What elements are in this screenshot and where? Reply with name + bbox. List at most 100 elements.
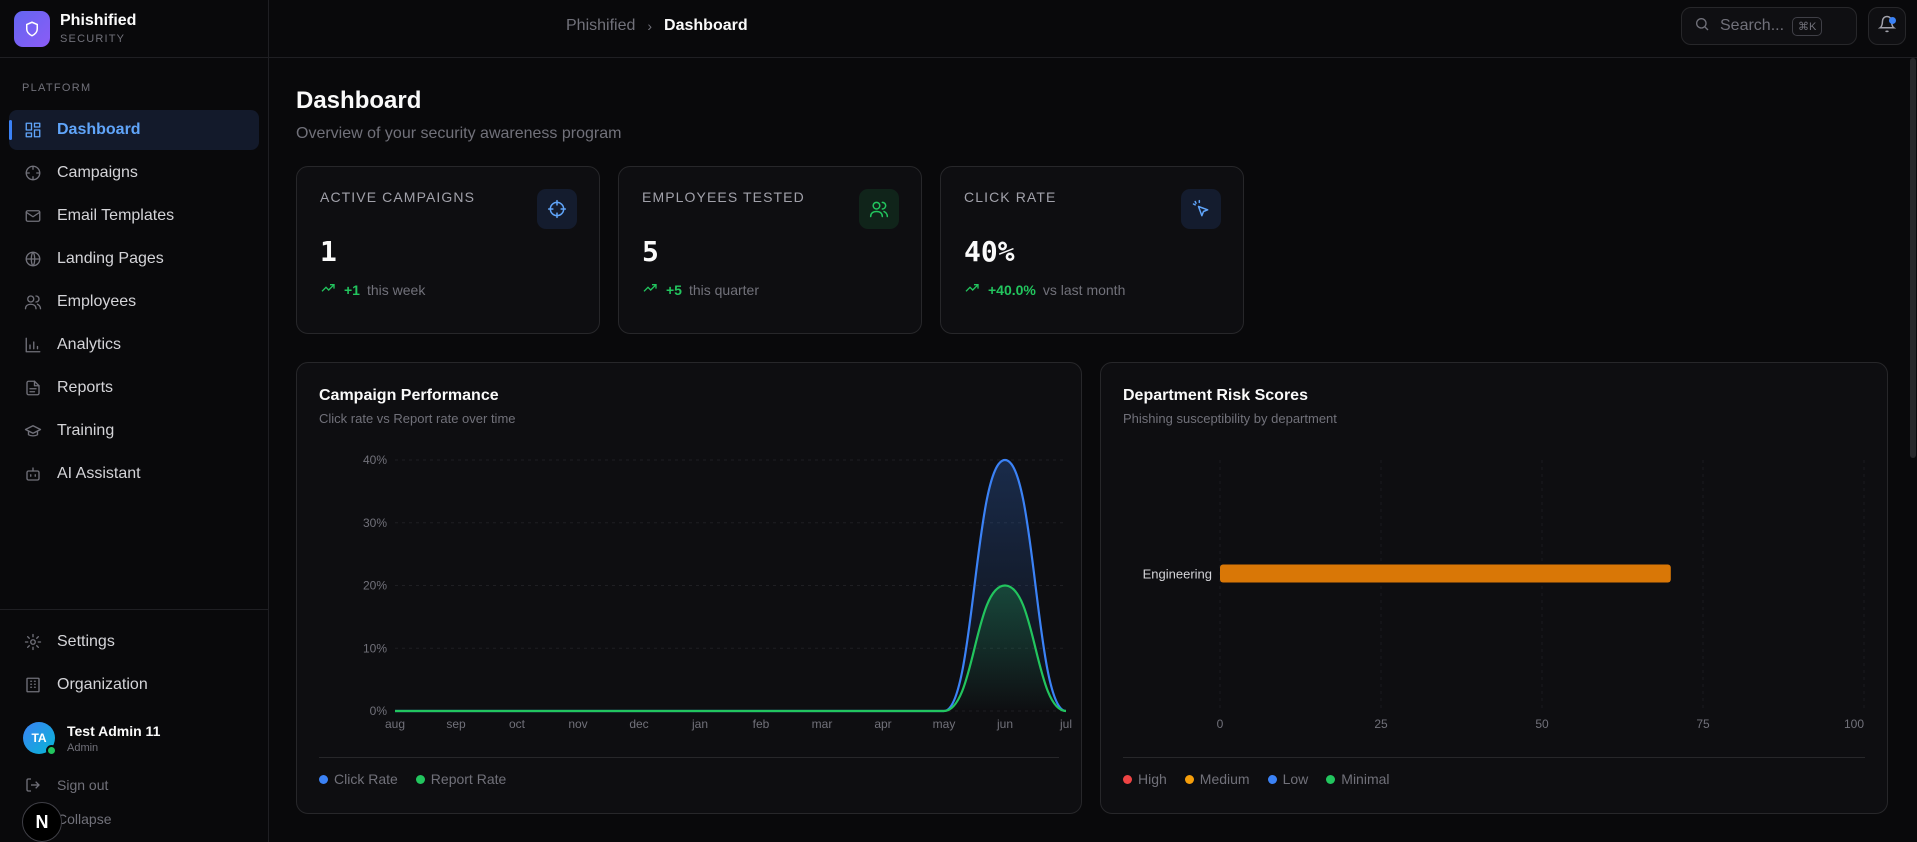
card-title: Department Risk Scores — [1123, 387, 1308, 404]
avatar: TA — [23, 722, 57, 756]
next-dev-badge[interactable]: N — [22, 802, 62, 842]
sidebar-item-landing-pages[interactable]: Landing Pages — [9, 239, 259, 279]
bell-icon — [1877, 15, 1897, 38]
x-tick-label: may — [933, 717, 956, 731]
sidebar-item-organization[interactable]: Organization — [9, 665, 259, 705]
graduation-cap-icon — [23, 421, 43, 441]
card-subtitle: Phishing susceptibility by department — [1123, 411, 1337, 426]
trending-up-icon — [964, 280, 980, 299]
sidebar-item-label: Analytics — [57, 336, 122, 353]
brand[interactable]: Phishified SECURITY — [0, 0, 268, 58]
search-button[interactable]: Search... ⌘K — [1681, 7, 1857, 45]
building-icon — [23, 675, 43, 695]
gear-icon — [23, 632, 43, 652]
stat-note: this quarter — [688, 281, 760, 298]
chart-legend: High Medium Low Minimal — [1123, 771, 1390, 787]
department-risk-chart: 0 25 50 75 100 Engineering — [1143, 460, 1865, 731]
breadcrumb-current: Dashboard — [664, 17, 748, 34]
sidebar-item-label: Dashboard — [57, 121, 141, 138]
card-title: Campaign Performance — [319, 387, 499, 404]
legend-item-high[interactable]: High — [1123, 771, 1167, 787]
stat-delta: +40.0% — [988, 281, 1036, 298]
stat-card-employees-tested: EMPLOYEES TESTED 5 +5 this quarter — [618, 166, 922, 334]
shield-icon — [14, 10, 50, 47]
brand-subtitle: SECURITY — [60, 33, 126, 45]
user-role: Admin — [67, 741, 99, 754]
legend-label: Report Rate — [430, 771, 507, 787]
legend-item-minimal[interactable]: Minimal — [1326, 771, 1390, 787]
topbar: Phishified › Dashboard Search... ⌘K — [269, 0, 1917, 58]
sidebar-item-label: Settings — [57, 633, 115, 650]
sidebar-item-ai-assistant[interactable]: AI Assistant — [9, 454, 259, 494]
sidebar-item-employees[interactable]: Employees — [9, 282, 259, 322]
legend-item-report-rate[interactable]: Report Rate — [415, 771, 507, 787]
sidebar-bottom-nav: Settings Organization — [9, 622, 259, 705]
stat-value: 5 — [642, 235, 659, 268]
legend-item-click-rate[interactable]: Click Rate — [319, 771, 398, 787]
dashboard-content: Dashboard Overview of your security awar… — [296, 58, 1910, 814]
sidebar-item-campaigns[interactable]: Campaigns — [9, 153, 259, 193]
sidebar-item-training[interactable]: Training — [9, 411, 259, 451]
bot-icon — [23, 464, 43, 484]
notifications-button[interactable] — [1868, 7, 1906, 45]
legend-item-low[interactable]: Low — [1267, 771, 1308, 787]
x-tick-label: apr — [874, 717, 891, 731]
breadcrumb-root[interactable]: Phishified — [566, 17, 636, 34]
sidebar-item-label: Campaigns — [57, 164, 138, 181]
y-tick-label: 40% — [363, 453, 387, 467]
search-icon — [1694, 16, 1710, 37]
users-icon — [23, 292, 43, 312]
legend-dot — [415, 774, 425, 784]
pointer-click-icon — [1181, 189, 1221, 229]
notification-dot — [1889, 17, 1896, 24]
stat-label: CLICK RATE — [964, 189, 1057, 205]
campaign-performance-chart: 0% 10% 20% 30% 40% aug sep oct nov dec jan feb mar ap… — [363, 453, 1072, 731]
legend-dot — [1267, 774, 1277, 784]
legend-label: Click Rate — [334, 771, 398, 787]
target-icon — [23, 163, 43, 183]
stat-delta: +5 — [666, 281, 682, 298]
series-line-report-rate[interactable] — [395, 584, 1067, 713]
stat-note: this week — [366, 281, 426, 298]
x-tick-label: dec — [629, 717, 648, 731]
users-icon — [859, 189, 899, 229]
x-tick-label: 75 — [1696, 717, 1710, 731]
sidebar-item-email-templates[interactable]: Email Templates — [9, 196, 259, 236]
sidebar-item-reports[interactable]: Reports — [9, 368, 259, 408]
sidebar-item-settings[interactable]: Settings — [9, 622, 259, 662]
sidebar-item-label: Employees — [57, 293, 137, 310]
legend-dot — [1184, 774, 1194, 784]
legend-item-medium[interactable]: Medium — [1184, 771, 1250, 787]
stat-label: EMPLOYEES TESTED — [642, 189, 805, 205]
bar-engineering[interactable] — [1220, 564, 1671, 583]
x-tick-label: sep — [446, 717, 466, 731]
page-title: Dashboard — [296, 87, 422, 114]
x-tick-label: feb — [753, 717, 770, 731]
chart-legend: Click Rate Report Rate — [319, 771, 506, 787]
legend-divider — [1123, 757, 1865, 758]
dashboard-icon — [23, 120, 43, 140]
scrollbar[interactable] — [1910, 58, 1916, 458]
stat-card-click-rate: CLICK RATE 40% +40.0% vs last month — [940, 166, 1244, 334]
sidebar-item-dashboard[interactable]: Dashboard — [9, 110, 259, 150]
sidebar-item-label: Landing Pages — [57, 250, 164, 267]
user-profile[interactable]: TA Test Admin 11 Admin — [9, 708, 259, 758]
legend-dot — [1326, 774, 1336, 784]
stat-label: ACTIVE CAMPAIGNS — [320, 189, 476, 205]
page-subtitle: Overview of your security awareness prog… — [296, 125, 622, 142]
log-out-icon — [23, 775, 43, 795]
trending-up-icon — [642, 280, 658, 299]
x-tick-label: 0 — [1217, 717, 1224, 731]
sidebar-item-analytics[interactable]: Analytics — [9, 325, 259, 365]
series-area-report-rate — [395, 585, 1066, 711]
trending-up-icon — [320, 280, 336, 299]
sidebar-nav: Dashboard Campaigns Email Templates Landing… — [0, 110, 268, 494]
search-shortcut: ⌘K — [1792, 16, 1823, 36]
badge-letter: N — [35, 811, 49, 832]
sign-out-button[interactable]: Sign out — [9, 766, 259, 804]
stat-note: vs last month — [1042, 281, 1126, 298]
y-tick-label: 10% — [363, 641, 387, 655]
crosshair-icon — [537, 189, 577, 229]
card-subtitle: Click rate vs Report rate over time — [319, 411, 516, 426]
x-tick-label: aug — [385, 717, 405, 731]
